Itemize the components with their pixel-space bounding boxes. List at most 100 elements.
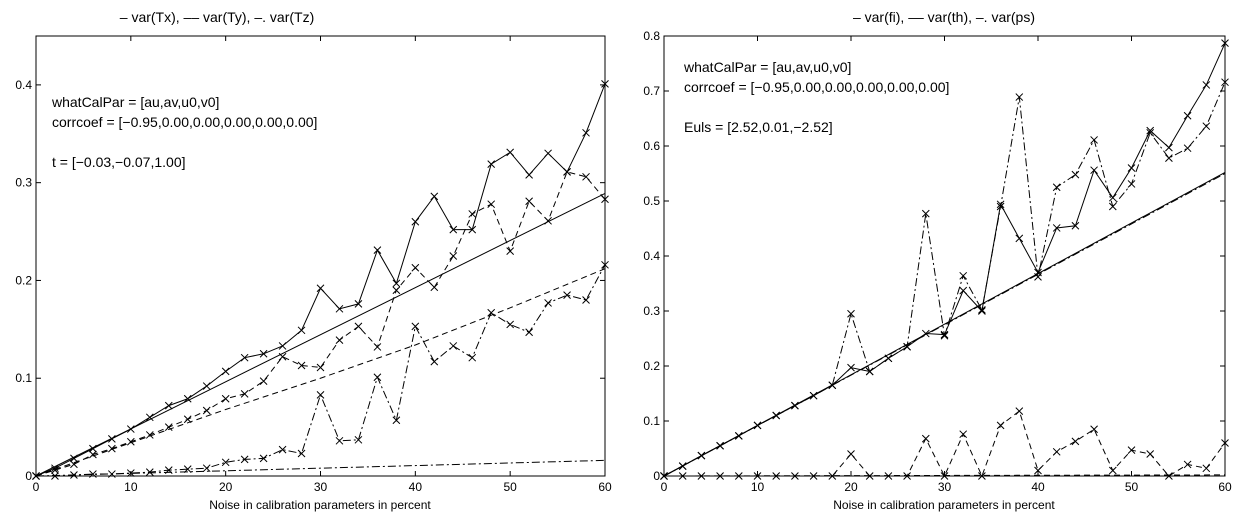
y-tick-label: 0 <box>25 469 32 483</box>
data-point-marker <box>1090 425 1098 434</box>
data-point-marker <box>582 296 590 304</box>
data-point-marker <box>847 309 855 318</box>
data-point-marker <box>145 413 154 422</box>
data-point-marker <box>525 197 533 206</box>
y-tick-label: 0.2 <box>643 359 660 373</box>
data-point-marker <box>240 353 249 362</box>
data-point-marker <box>373 246 382 254</box>
data-point-marker <box>582 172 590 181</box>
axis-ticks: 0 10 20 30 40 50 60 0 0.1 0.2 0.3 0.4 <box>15 36 612 494</box>
data-point-marker <box>51 472 59 480</box>
data-point-marker <box>601 260 609 269</box>
data-point-marker <box>525 170 533 179</box>
x-tick-label: 10 <box>751 480 765 494</box>
data-point-marker <box>183 394 192 403</box>
data-point-marker <box>582 128 590 137</box>
data-point-marker <box>411 217 420 226</box>
data-point-marker <box>354 300 363 308</box>
data-point-marker <box>1015 407 1024 415</box>
data-point-marker <box>921 434 930 443</box>
data-point-marker <box>108 444 116 453</box>
data-point-marker <box>259 454 268 463</box>
data-point-marker <box>865 367 874 376</box>
x-tick-label: 30 <box>314 480 328 494</box>
data-point-marker <box>716 472 724 480</box>
data-point-marker <box>506 148 515 157</box>
data-point-marker <box>240 390 249 398</box>
y-tick-label: 0.3 <box>643 304 660 318</box>
x-tick-label: 60 <box>598 480 612 494</box>
data-point-marker <box>240 455 249 464</box>
fit-line-dashed <box>663 474 1226 477</box>
data-point-marker <box>468 225 477 234</box>
data-point-marker <box>487 160 496 168</box>
data-point-marker <box>259 377 268 386</box>
data-point-marker <box>278 445 287 454</box>
data-point-marker <box>1221 78 1229 87</box>
data-point-marker <box>297 361 306 370</box>
data-point-marker <box>940 331 949 340</box>
data-point-marker <box>847 363 855 372</box>
data-point-marker <box>297 326 306 335</box>
data-point-marker <box>921 209 930 218</box>
y-tick-label: 0.7 <box>643 84 660 98</box>
x-tick-label: 20 <box>844 480 858 494</box>
data-point-marker <box>487 308 496 317</box>
data-point-marker <box>89 450 97 459</box>
data-point-marker <box>1183 460 1192 469</box>
data-point-marker <box>164 401 173 410</box>
data-point-marker <box>354 435 363 444</box>
data-point-marker <box>145 431 154 439</box>
data-point-marker <box>335 336 344 344</box>
y-tick-label: 0.4 <box>643 249 660 263</box>
data-point-marker <box>1202 81 1211 89</box>
data-point-marker <box>959 430 968 439</box>
data-point-marker <box>468 353 477 362</box>
chart-translation-variance: – var(Tx), –– var(Ty), –. var(Tz) 0 10 20 3… <box>15 9 612 512</box>
data-point-marker <box>202 406 211 415</box>
data-point-marker <box>1183 111 1192 120</box>
annotation-corrcoef: corrcoef = [−0.95,0.00,0.00,0.00,0.00,0.… <box>684 79 949 95</box>
data-point-marker <box>1202 122 1211 131</box>
data-point-marker <box>430 192 439 201</box>
x-tick-label: 10 <box>124 480 138 494</box>
data-point-marker <box>449 252 458 260</box>
y-tick-label: 0.1 <box>15 371 32 385</box>
data-point-marker <box>354 322 363 331</box>
chart-title: – var(Tx), –– var(Ty), –. var(Tz) <box>120 9 314 25</box>
data-point-marker <box>430 357 439 366</box>
data-point-marker <box>1127 164 1136 172</box>
data-point-marker <box>1146 126 1155 135</box>
y-tick-label: 0 <box>653 469 660 483</box>
data-point-marker <box>1015 234 1024 243</box>
data-point-marker <box>506 320 515 329</box>
data-point-marker <box>392 279 401 288</box>
data-point-marker <box>373 343 382 351</box>
data-point-marker <box>430 283 439 292</box>
x-tick-label: 20 <box>219 480 233 494</box>
y-tick-label: 0.2 <box>15 273 32 287</box>
data-point-marker <box>221 458 230 467</box>
y-tick-label: 0.4 <box>15 78 32 92</box>
data-point-marker <box>297 449 306 458</box>
data-point-marker <box>145 468 154 476</box>
data-point-marker <box>89 470 97 478</box>
data-point-marker <box>544 299 552 307</box>
data-point-marker <box>563 291 571 299</box>
data-point-marker <box>221 367 230 376</box>
chart-euler-angle-variance: – var(fi), –– var(th), –. var(ps) 0 10 20 3… <box>643 9 1232 512</box>
data-point-marker <box>978 306 986 314</box>
data-point-marker <box>697 472 706 480</box>
annotation-euler-angles: Euls = [2.52,0.01,−2.52] <box>684 119 833 135</box>
data-point-marker <box>411 322 420 331</box>
data-point-marker <box>449 225 458 234</box>
data-point-marker <box>202 464 211 473</box>
data-point-marker <box>259 349 268 358</box>
data-point-marker <box>1108 193 1117 202</box>
data-point-marker <box>1202 464 1211 473</box>
data-point-marker <box>1165 143 1173 152</box>
annotation-whatcalpar: whatCalPar = [au,av,u0,v0] <box>683 59 851 75</box>
x-tick-label: 40 <box>1031 480 1045 494</box>
data-point-marker <box>544 149 552 158</box>
data-point-marker <box>940 472 949 480</box>
